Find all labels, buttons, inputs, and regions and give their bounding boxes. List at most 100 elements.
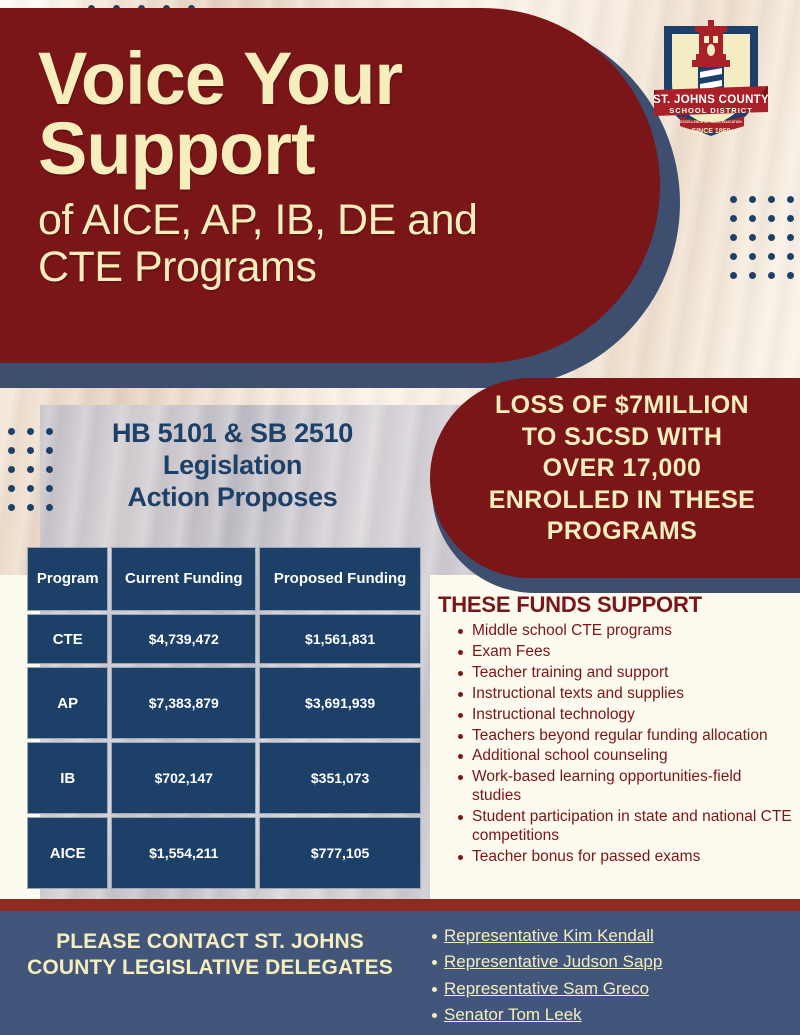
- dot: [787, 234, 794, 241]
- list-item: Instructional technology: [458, 706, 794, 725]
- delegate-link[interactable]: Senator Tom Leek: [444, 1005, 582, 1025]
- table-row: CTE $4,739,472 $1,561,831: [27, 614, 421, 664]
- dot: [27, 504, 34, 511]
- dot: [8, 447, 15, 454]
- list-item: Teacher bonus for passed exams: [458, 848, 794, 867]
- dot: [8, 485, 15, 492]
- cell-current: $4,739,472: [111, 614, 257, 664]
- svg-text:SINCE 1869: SINCE 1869: [692, 128, 731, 135]
- cell-program: AP: [27, 667, 109, 739]
- background-cream-panel: [430, 575, 800, 900]
- dot: [27, 447, 34, 454]
- dot-grid-right-icon: [730, 196, 796, 288]
- table-header-row: Program Current Funding Proposed Funding: [27, 547, 421, 611]
- dot: [787, 196, 794, 203]
- list-item[interactable]: Representative Judson Sapp: [432, 949, 790, 975]
- list-item: Work-based learning opportunities-field …: [458, 768, 794, 806]
- svg-text:ST. JOHNS COUNTY: ST. JOHNS COUNTY: [653, 94, 769, 106]
- table-row: IB $702,147 $351,073: [27, 742, 421, 814]
- legislation-line3: Action Proposes: [127, 481, 338, 512]
- delegates-list: Representative Kim Kendall Representativ…: [410, 923, 790, 1028]
- column-header-current: Current Funding: [111, 547, 257, 611]
- cell-current: $702,147: [111, 742, 257, 814]
- dot: [46, 447, 53, 454]
- dot: [46, 485, 53, 492]
- funding-table-wrapper: Program Current Funding Proposed Funding…: [24, 544, 424, 892]
- cell-proposed: $3,691,939: [259, 667, 421, 739]
- callout-line4: ENROLLED IN THESE: [488, 485, 756, 514]
- hero-title-line1: Voice Your: [38, 37, 403, 120]
- legislation-heading: HB 5101 & SB 2510 Legislation Action Pro…: [60, 418, 405, 514]
- list-item: Student participation in state and natio…: [458, 808, 794, 846]
- list-item[interactable]: Representative Sam Greco: [432, 976, 790, 1002]
- dot: [749, 272, 756, 279]
- dot: [8, 428, 15, 435]
- list-item: Instructional texts and supplies: [458, 685, 794, 704]
- hero-banner: Voice Your Support of AICE, AP, IB, DE a…: [0, 8, 660, 363]
- dot: [787, 215, 794, 222]
- lighthouse-shield-icon: ST. JOHNS COUNTY SCHOOL DISTRICT EXCELLE…: [653, 20, 769, 136]
- column-header-program: Program: [27, 547, 109, 611]
- dot: [730, 272, 737, 279]
- dot: [730, 196, 737, 203]
- cell-proposed: $1,561,831: [259, 614, 421, 664]
- legislation-line2: Legislation: [162, 449, 303, 480]
- dot: [46, 504, 53, 511]
- table-row: AP $7,383,879 $3,691,939: [27, 667, 421, 739]
- delegate-link[interactable]: Representative Sam Greco: [444, 978, 650, 998]
- dot: [749, 196, 756, 203]
- list-item: Additional school counseling: [458, 747, 794, 766]
- delegate-link[interactable]: Representative Kim Kendall: [444, 926, 654, 945]
- delegates-section: Representative Kim Kendall Representativ…: [410, 923, 790, 1028]
- dot: [730, 234, 737, 241]
- dot: [768, 253, 775, 260]
- dot: [27, 466, 34, 473]
- dot: [730, 215, 737, 222]
- loss-callout-text: LOSS OF $7MILLION TO SJCSD WITH OVER 17,…: [452, 390, 792, 548]
- dot: [787, 253, 794, 260]
- table-row: AICE $1,554,211 $777,105: [27, 817, 421, 889]
- list-item: Teacher training and support: [458, 664, 794, 683]
- dot: [787, 272, 794, 279]
- legislation-line1: HB 5101 & SB 2510: [111, 418, 354, 448]
- list-item[interactable]: Representative Kim Kendall: [432, 923, 790, 949]
- list-item[interactable]: Senator Tom Leek: [432, 1002, 790, 1028]
- callout-line1: LOSS OF $7MILLION: [494, 391, 750, 419]
- cell-program: AICE: [27, 817, 109, 889]
- dot: [46, 428, 53, 435]
- cell-current: $7,383,879: [111, 667, 257, 739]
- cell-current: $1,554,211: [111, 817, 257, 889]
- callout-line5: PROGRAMS: [546, 517, 698, 545]
- loss-callout: [430, 378, 800, 578]
- cell-proposed: $777,105: [259, 817, 421, 889]
- cell-program: CTE: [27, 614, 109, 664]
- dot: [27, 485, 34, 492]
- dot: [768, 234, 775, 241]
- dot: [749, 215, 756, 222]
- dot-grid-left-icon: [8, 428, 70, 518]
- dot: [46, 466, 53, 473]
- dot: [730, 253, 737, 260]
- column-header-proposed: Proposed Funding: [259, 547, 421, 611]
- list-item: Teachers beyond regular funding allocati…: [458, 727, 794, 746]
- hero-title-line2: Support: [38, 106, 316, 190]
- hero-subtitle: of AICE, AP, IB, DE and CTE Programs: [38, 197, 598, 290]
- funds-support-list: Middle school CTE programs Exam Fees Tea…: [438, 622, 794, 867]
- delegate-link[interactable]: Representative Judson Sapp: [444, 952, 663, 972]
- dot: [768, 215, 775, 222]
- list-item: Exam Fees: [458, 643, 794, 662]
- funds-support-heading: THESE FUNDS SUPPORT: [438, 592, 702, 617]
- page-title: Voice Your Support: [38, 42, 598, 186]
- callout-line3: OVER 17,000: [542, 454, 702, 482]
- dot: [8, 466, 15, 473]
- dot: [27, 428, 34, 435]
- cell-proposed: $351,073: [259, 742, 421, 814]
- dot: [768, 272, 775, 279]
- dot: [768, 196, 775, 203]
- contact-call-to-action: PLEASE CONTACT ST. JOHNS COUNTY LEGISLAT…: [27, 930, 393, 980]
- svg-text:SCHOOL DISTRICT: SCHOOL DISTRICT: [669, 106, 753, 115]
- svg-text:EXCELLENCE IN PUBLIC EDUCATION: EXCELLENCE IN PUBLIC EDUCATION: [680, 120, 742, 124]
- list-item: Middle school CTE programs: [458, 622, 794, 641]
- hero-text-block: Voice Your Support of AICE, AP, IB, DE a…: [38, 42, 598, 290]
